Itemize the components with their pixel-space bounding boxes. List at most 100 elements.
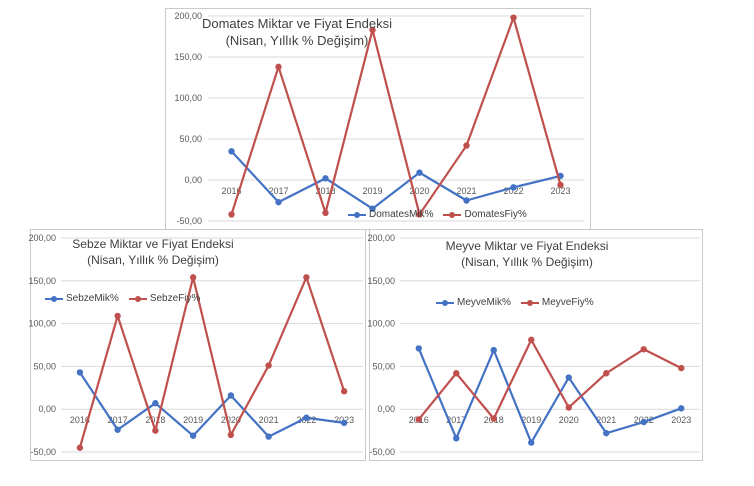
x-tick-label: 2020 [409,186,429,196]
data-point [490,415,497,422]
legend-label: SebzeMik% [66,293,119,304]
data-point [453,435,460,442]
legend-marker-icon [520,299,539,307]
legend-item-sebze-fiy: SebzeFiy% [128,293,201,304]
series-line-mik [78,371,345,438]
x-tick-label: 2019 [362,186,382,196]
data-point [265,433,272,440]
data-point [275,198,282,206]
legend-label: MeyveMik% [457,297,511,308]
y-tick-label: 100,00 [367,319,395,329]
y-tick-label: 50,00 [372,361,395,371]
data-point [228,148,235,155]
legend-item-sebze-mik: SebzeMik% [45,293,119,304]
data-point [678,405,685,412]
legend-label: SebzeFiy% [149,293,201,304]
data-point [415,416,422,423]
x-tick-label: 2017 [268,186,288,196]
data-point [416,211,423,218]
data-point [189,432,197,439]
data-point [275,63,282,71]
data-point [510,184,517,191]
y-tick-label: 200,00 [174,11,202,21]
y-tick-label: 150,00 [367,276,395,286]
data-point [114,312,121,320]
data-point [303,414,310,421]
data-point [265,362,272,369]
legend-marker-icon [45,295,63,303]
legend-marker-icon [443,211,462,219]
y-tick-label: 200,00 [367,233,395,243]
legend-label: DomatesFiy% [464,209,527,220]
y-tick-label: 150,00 [28,276,56,286]
data-point [322,175,329,182]
data-point [76,444,84,451]
chart-title: Meyve Miktar ve Fiyat Endeksi [445,239,609,253]
y-tick-label: 100,00 [28,319,56,329]
meyve-chart-title-block: Meyve Miktar ve Fiyat Endeksi (Nisan, Yı… [432,238,622,270]
y-tick-label: 100,00 [174,93,202,103]
data-point [152,427,159,434]
data-point [416,169,423,176]
x-tick-label: 2017 [108,415,128,425]
x-tick-label: 2016 [70,415,90,425]
x-tick-label: 2016 [221,186,241,196]
x-tick-label: 2022 [503,186,523,196]
data-point [152,400,159,407]
data-point [603,429,610,437]
x-tick-label: 2020 [559,415,579,425]
data-point [565,404,572,411]
data-point [228,211,235,218]
data-point [640,418,647,426]
domates-chart-plot: 200,00 150,00 100,00 50,00 0,00 -50,00 2016 201… [174,11,584,226]
data-point [528,336,535,344]
x-tick-label: 2019 [521,415,541,425]
data-point [557,181,564,189]
data-point [528,439,535,446]
data-point [565,374,572,381]
legend-item-meyve-mik: MeyveMik% [436,297,511,308]
data-point [453,370,460,377]
data-point [603,370,610,377]
legend-marker-icon [128,295,147,303]
x-tick-label: 2021 [259,415,279,425]
data-point [322,209,329,216]
legend-marker-icon [436,299,454,307]
legend-marker-icon [348,211,366,219]
data-point [415,345,422,352]
y-tick-label: 50,00 [33,361,56,371]
data-point [227,392,235,399]
legend-item-meyve-fiy: MeyveFiy% [520,297,594,308]
data-point [640,346,647,353]
data-point [114,426,121,433]
legend-item-domates-mik: DomatesMik% [348,209,433,220]
data-point [463,142,470,149]
series-line-fiy [417,338,682,421]
y-tick-label: 150,00 [174,52,202,62]
y-tick-label: -50,00 [176,216,202,226]
legend-label: MeyveFiy% [541,297,594,308]
domates-legend: DomatesMik% DomatesFiy% [348,209,527,220]
domates-chart-title-block: Domates Miktar ve Fiyat Endeksi (Nisan, … [192,15,402,49]
x-tick-label: 2020 [221,415,241,425]
data-point [510,14,517,21]
domates-chart-panel: 200,00 150,00 100,00 50,00 0,00 -50,00 2016 201… [165,8,591,230]
data-point [189,274,197,281]
x-tick-label: 2023 [671,415,691,425]
meyve-chart-panel: 200,00150,00100,0050,000,00-50,002016201… [367,229,703,461]
y-tick-label: -50,00 [369,447,395,457]
x-tick-label: 2017 [446,415,466,425]
series-line-mik [230,150,561,210]
x-tick-label: 2019 [183,415,203,425]
chart-title: Domates Miktar ve Fiyat Endeksi [201,16,392,31]
legend-label: DomatesMik% [369,209,434,220]
x-tick-label: 2018 [145,415,165,425]
x-tick-label: 2021 [596,415,616,425]
sebze-legend: SebzeMik% SebzeFiy% [45,293,200,304]
y-tick-label: 0,00 [377,404,395,414]
x-tick-label: 2018 [315,186,335,196]
y-tick-label: 0,00 [38,404,56,414]
chart-title: Sebze Miktar ve Fiyat Endeksi [72,237,234,251]
data-point [490,346,497,354]
data-point [303,274,310,281]
